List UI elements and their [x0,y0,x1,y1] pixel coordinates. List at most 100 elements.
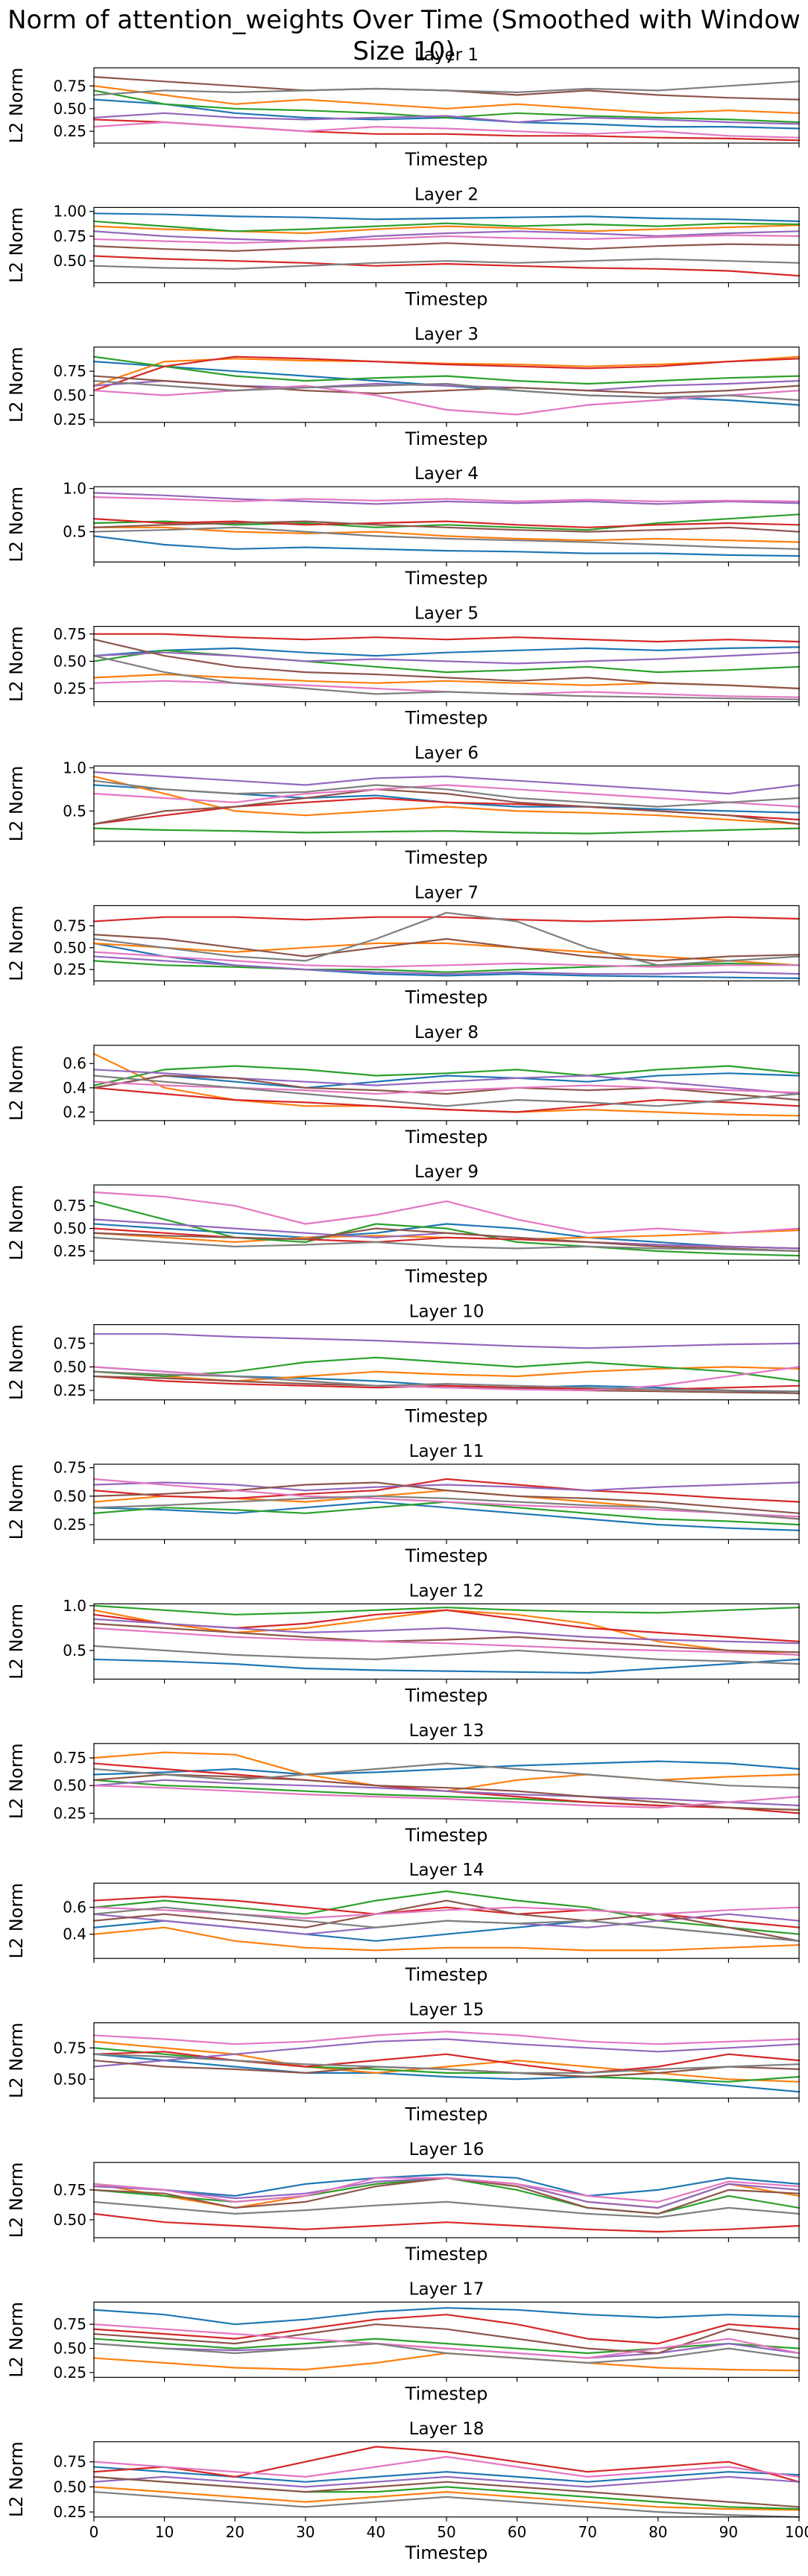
series-line [92,2475,801,2488]
series-line [92,224,801,235]
subplot-title: Layer 16 [409,2140,485,2159]
y-tick-label: 0.25 [53,122,86,140]
x-axis-label: Timestep [405,1685,488,1706]
series-line [92,1478,801,1518]
series-line [92,779,801,808]
series-line [92,1370,801,1393]
series-line [92,1645,801,1665]
series-line [92,355,801,385]
series-line [92,380,801,402]
y-tick-label: 0.75 [53,2181,86,2199]
subplot-title: Layer 5 [414,604,479,624]
series-line [92,85,801,114]
y-tick-label: 0.25 [53,961,86,978]
layer-6-subplot: Layer 6 0.5 1.0 Timestep L2 Norm [6,744,801,868]
series-line [92,1065,801,1086]
y-tick-label: 0.75 [53,917,86,934]
y-tick-label: 0.75 [53,1197,86,1215]
y-tick-label: 0.4 [63,1079,86,1097]
y-tick-label: 0.50 [53,2340,86,2358]
series-line [92,1086,801,1113]
series-line [92,770,801,795]
x-tick-label: 40 [367,2523,385,2541]
series-line [92,1075,801,1101]
y-tick-label: 1.0 [63,759,86,776]
y-tick-label: 0.5 [63,1642,86,1659]
y-tick-label: 0.50 [53,100,86,118]
series-line [92,220,801,232]
y-tick-label: 0.50 [53,939,86,957]
series-line [92,951,801,968]
layer-5-subplot: Layer 5 0.25 0.50 0.75 Timestep L2 Norm [6,604,801,729]
x-tick-label: 60 [508,2523,526,2541]
series-line [92,911,801,966]
y-axis-label: L2 Norm [6,626,27,702]
y-tick-label: 0.75 [53,227,86,245]
subplot-title: Layer 15 [409,2001,485,2020]
subplot-title: Layer 6 [414,744,479,763]
series-line [92,1080,801,1095]
series-line [92,384,801,416]
series-line [92,1899,801,1942]
series-line [92,646,801,657]
series-line [92,2031,801,2045]
y-axis-label: L2 Norm [6,1743,27,1819]
y-tick-label: 0.75 [53,362,86,380]
series-line [92,2352,801,2372]
series-line [92,355,801,392]
y-tick-label: 0.25 [53,1382,86,1399]
x-axis-label: Timestep [405,1266,488,1287]
x-tick-label: 0 [89,2523,99,2541]
y-tick-label: 0.75 [53,1459,86,1477]
y-tick-label: 0.50 [53,387,86,405]
subplot-title: Layer 10 [409,1303,485,1322]
series-line [92,2486,801,2511]
y-axis-label: L2 Norm [6,2302,27,2378]
series-line [92,1501,801,1531]
x-tick-label: 90 [719,2523,738,2541]
y-tick-label: 0.25 [53,2364,86,2382]
figure-title: Norm of attention_weights Over Time (Smo… [7,5,801,66]
x-tick-label: 30 [296,2523,315,2541]
series-line [92,1191,801,1234]
series-line [92,380,801,392]
y-tick-label: 0.2 [63,1103,86,1121]
series-line [92,255,801,277]
x-axis-label: Timestep [405,288,488,309]
series-line [92,1478,801,1503]
x-axis-label: Timestep [405,2383,488,2404]
series-line [92,121,801,139]
series-line [92,2040,801,2083]
x-axis-label: Timestep [405,2104,488,2125]
series-line [92,212,801,223]
y-tick-label: 0.50 [53,1358,86,1376]
axes-frame [93,625,800,703]
y-axis-label: L2 Norm [6,487,27,563]
series-line [92,639,801,690]
series-line [92,1075,801,1107]
layer-16-subplot: Layer 16 0.50 0.75 Timestep L2 Norm [6,2140,801,2265]
layer-11-subplot: Layer 11 0.25 0.50 0.75 Timestep L2 Norm [6,1442,801,1566]
x-axis-label: Timestep [405,428,488,449]
series-line [92,1890,801,1935]
y-axis-label: L2 Norm [6,346,27,423]
layer-12-subplot: Layer 12 0.5 1.0 Timestep L2 Norm [6,1581,801,1706]
series-line [92,242,801,252]
y-tick-label: 0.50 [53,652,86,670]
series-line [92,230,801,242]
series-line [92,2177,801,2203]
series-line [92,1481,801,1492]
series-line [92,1481,801,1514]
layer-18-subplot: Layer 18 0.25 0.50 0.75 0 10 20 30 40 50 60 70 80 90 1… [6,2420,808,2563]
series-line [92,2446,801,2483]
y-axis-label: L2 Norm [6,2441,27,2517]
y-tick-label: 0.50 [53,2478,86,2496]
subplot-title: Layer 13 [409,1721,485,1741]
series-line [92,784,801,808]
y-tick-label: 1.0 [63,480,86,498]
x-tick-label: 70 [578,2523,596,2541]
y-tick-label: 0.50 [53,1487,86,1505]
series-line [92,1236,801,1253]
series-line [92,89,801,124]
layer-8-subplot: Layer 8 0.2 0.4 0.6 Timestep L2 Norm [6,1023,801,1148]
